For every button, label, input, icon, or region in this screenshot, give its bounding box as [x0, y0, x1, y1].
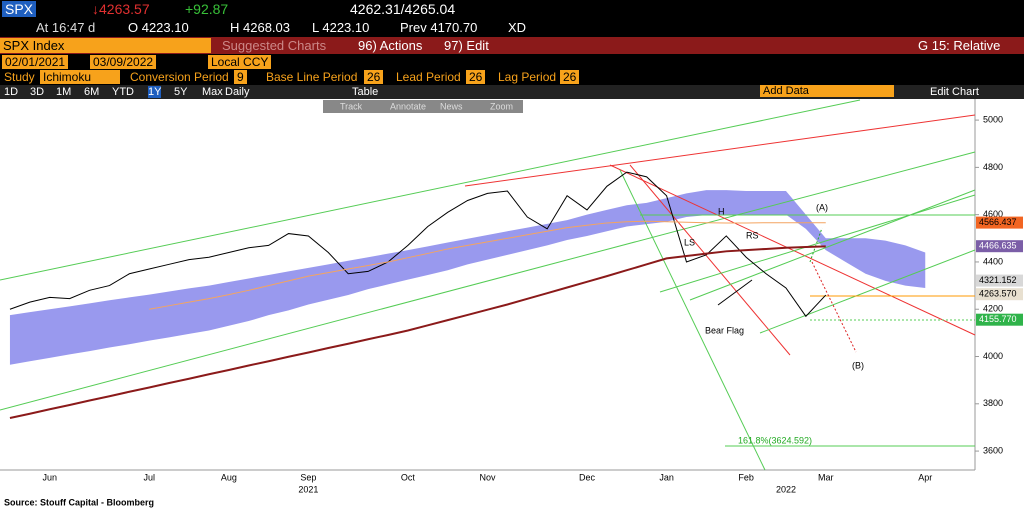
last-price: ↓4263.57 [92, 1, 150, 17]
tool-bar [323, 100, 523, 113]
trendlines [0, 99, 976, 471]
range-button[interactable]: 5Y [174, 86, 188, 98]
x-tick-label: Jun [42, 472, 57, 482]
x-tick-label: Mar [818, 472, 834, 482]
series-line [9, 171, 827, 318]
x-tick-label: Oct [401, 472, 416, 482]
actions[interactable]: 96) Actions [358, 38, 423, 53]
y-tick-label: 4200 [983, 304, 1003, 314]
start-date[interactable]: 02/01/2021 [2, 55, 69, 69]
x-tick-label: Jul [143, 472, 155, 482]
y-tick-label: 4400 [983, 256, 1003, 266]
year-label: 2021 [298, 484, 318, 494]
high: H 4268.03 [230, 20, 290, 35]
annotation: 161.8%(3624.592) [738, 435, 812, 445]
annotation: (A) [816, 202, 828, 212]
conv[interactable]: 9 [234, 70, 247, 84]
x-tick-label: Feb [738, 472, 754, 482]
last-value-label: 4155.770 [979, 314, 1017, 324]
quote-bar: SPX ↓4263.57 +92.87 4262.31/4265.04 [0, 0, 1024, 18]
annotation: RS [746, 230, 759, 240]
last-value-box [976, 216, 1023, 229]
lag-label: Lag Period [498, 70, 557, 84]
tool[interactable]: Track [340, 101, 363, 111]
table[interactable]: Table [352, 86, 379, 98]
tool[interactable]: Annotate [390, 101, 426, 111]
suggested[interactable]: Suggested Charts [222, 38, 327, 53]
x-tick-label: Aug [221, 472, 237, 482]
last-value-label: 4263.570 [979, 289, 1017, 299]
y-tick-label: 4000 [983, 351, 1003, 361]
command-bar: SPX Index Suggested Charts 96) Actions 9… [0, 37, 1024, 54]
footer-bg [0, 470, 1024, 512]
last-value-box [976, 274, 1023, 287]
range-button[interactable]: 6M [84, 86, 100, 98]
source: Source: Stouff Capital - Bloomberg [4, 497, 154, 507]
flag: XD [508, 20, 527, 35]
time: At 16:47 d [36, 20, 96, 35]
annotation: (B) [852, 360, 864, 370]
series-line [9, 245, 826, 419]
add-data[interactable]: Add Data [760, 85, 894, 97]
last-value-label: 4566.437 [979, 217, 1017, 227]
edit-chart[interactable]: Edit Chart [930, 86, 979, 98]
lag[interactable]: 26 [560, 70, 580, 84]
frequency[interactable]: Daily [225, 86, 250, 98]
last-value-box [976, 288, 1023, 301]
end-date[interactable]: 03/09/2022 [90, 55, 157, 69]
base[interactable]: 26 [364, 70, 384, 84]
x-tick-label: Apr [918, 472, 932, 482]
last-value-label: 4321.152 [979, 275, 1017, 285]
security-input[interactable]: SPX Index [0, 38, 211, 53]
y-tick-label: 4600 [983, 209, 1003, 219]
x-tick-label: Nov [479, 472, 496, 482]
last-value-box [976, 240, 1023, 253]
y-tick-label: 4800 [983, 162, 1003, 172]
lead-label: Lead Period [396, 70, 461, 84]
ticker[interactable]: SPX [2, 1, 37, 17]
y-tick-label: 3800 [983, 398, 1003, 408]
ichimoku-cloud [9, 190, 926, 365]
range-button[interactable]: 3D [30, 86, 45, 98]
year-label: 2022 [776, 484, 796, 494]
edit[interactable]: 97) Edit [444, 38, 489, 53]
y-tick-label: 5000 [983, 114, 1003, 124]
study[interactable]: Ichimoku [40, 70, 120, 84]
last-value-label: 4466.635 [979, 241, 1017, 251]
tool[interactable]: News [440, 101, 463, 111]
relative: G 15: Relative [918, 38, 1001, 53]
prev: Prev 4170.70 [400, 20, 478, 35]
base-label: Base Line Period [266, 70, 358, 84]
lead[interactable]: 26 [466, 70, 486, 84]
x-tick-label: Jan [659, 472, 674, 482]
series-line [149, 220, 826, 310]
conv-label: Conversion Period [130, 70, 229, 84]
bid-ask: 4262.31/4265.04 [350, 1, 456, 17]
annotation: LS [684, 237, 695, 247]
x-tick-label: Sep [300, 472, 316, 482]
tool[interactable]: Zoom [490, 101, 513, 111]
annotation: H [718, 206, 725, 216]
y-tick-label: 3600 [983, 445, 1003, 455]
range-button[interactable]: 1M [56, 86, 72, 98]
annotation: Bear Flag [705, 325, 744, 335]
change: +92.87 [185, 1, 229, 17]
chart: LS H RS Bear Flag (A) (B) 161.8%(3624.59… [0, 99, 1024, 512]
range-button[interactable]: 1D [4, 86, 19, 98]
study-label: Study [4, 70, 35, 84]
plot-bg [0, 99, 975, 470]
last-value-box [976, 313, 1023, 326]
x-tick-label: Dec [579, 472, 596, 482]
open: O 4223.10 [128, 20, 189, 35]
range-button[interactable]: Max [202, 86, 223, 98]
low: L 4223.10 [312, 20, 370, 35]
range-button[interactable]: YTD [112, 86, 134, 98]
range-button[interactable]: 1Y [148, 86, 162, 98]
range-bar: Daily Table Add Data Edit Chart 1D 3D 1M 6M… [0, 85, 1024, 99]
currency[interactable]: Local CCY [208, 55, 272, 69]
